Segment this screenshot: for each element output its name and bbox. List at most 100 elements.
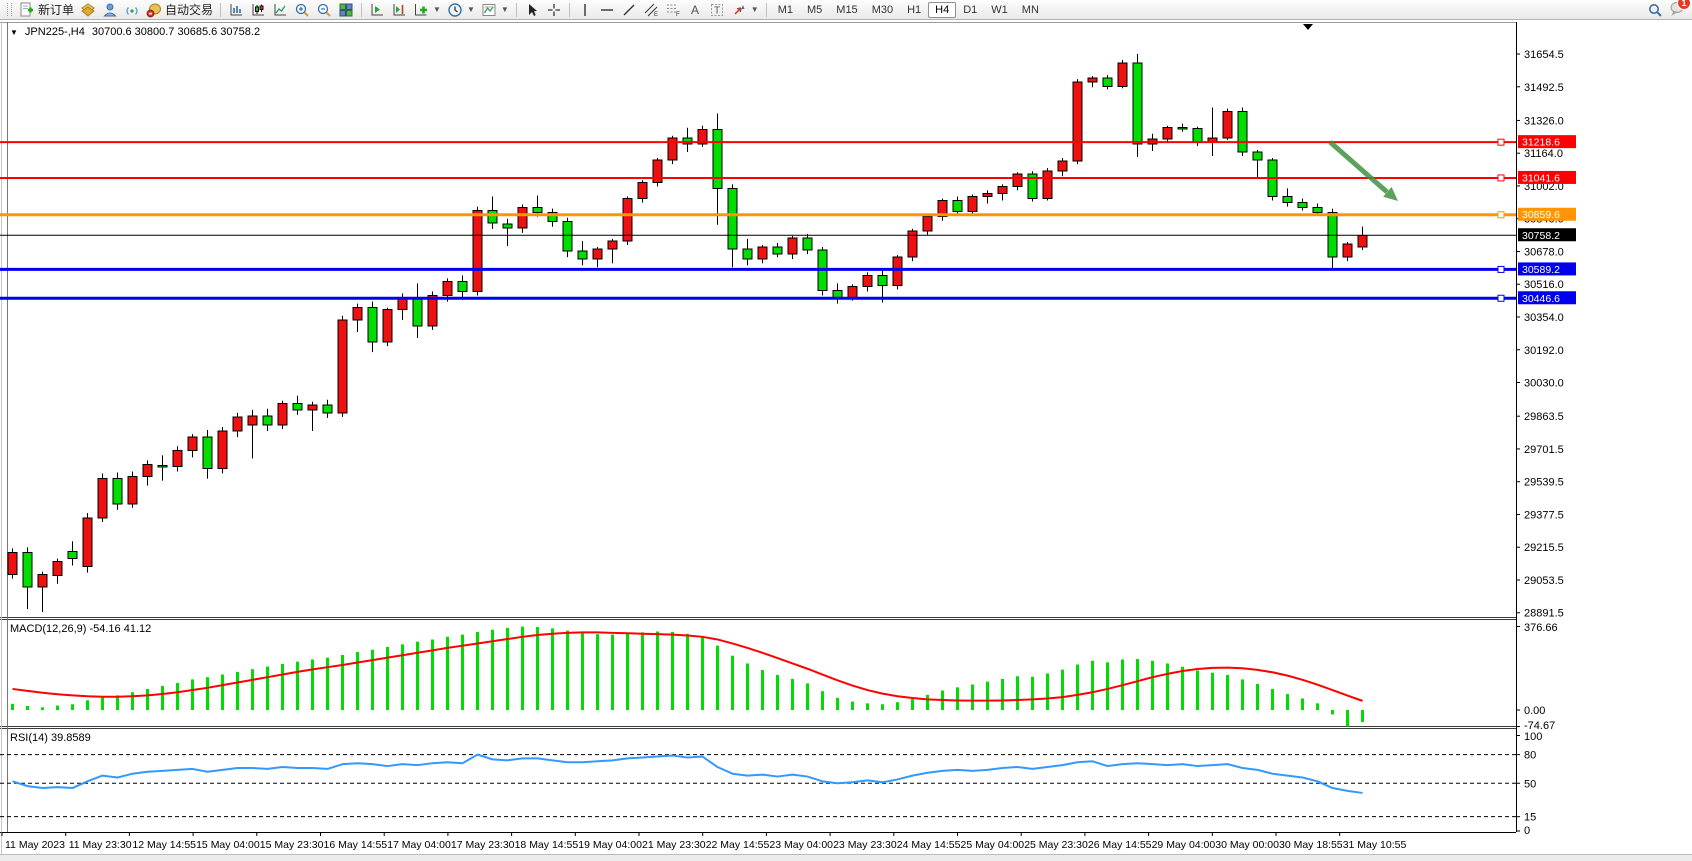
candle: [1132, 62, 1143, 145]
price-label: [1518, 170, 1576, 184]
timeframe-mn[interactable]: MN: [1021, 3, 1039, 16]
candle: [52, 560, 63, 577]
indicators-button[interactable]: ▼: [410, 1, 444, 19]
text-button[interactable]: A: [684, 1, 706, 19]
tile-windows-button[interactable]: [335, 1, 357, 19]
svg-text:23 May 04:00: 23 May 04:00: [769, 839, 833, 851]
candle: [592, 248, 603, 260]
chart-shift-button[interactable]: [388, 1, 410, 19]
candle: [112, 478, 123, 505]
svg-text:30589.2: 30589.2: [1522, 264, 1560, 276]
periods-icon: [447, 2, 463, 18]
timeframe-m15[interactable]: M15: [836, 3, 858, 16]
templates-button[interactable]: ▼: [478, 1, 512, 19]
candle: [577, 250, 588, 260]
text-label-button[interactable]: T: [706, 1, 728, 19]
svg-text:29215.5: 29215.5: [1524, 542, 1564, 554]
candle: [1012, 173, 1023, 187]
periods-button[interactable]: ▼: [444, 1, 478, 19]
notifications-button[interactable]: 1: [1669, 0, 1691, 19]
search-icon[interactable]: [1647, 2, 1663, 18]
candle: [202, 436, 213, 469]
candle: [1027, 173, 1038, 199]
candle: [1192, 128, 1203, 143]
timeframe-h4[interactable]: H4: [928, 1, 957, 18]
horizontal-line-button[interactable]: [596, 1, 618, 19]
svg-text:16 May 14:55: 16 May 14:55: [324, 839, 388, 851]
svg-text:31654.5: 31654.5: [1524, 49, 1564, 61]
fibonacci-button[interactable]: F: [662, 1, 684, 19]
new-order-button[interactable]: 新订单: [16, 0, 77, 19]
signals-button[interactable]: [121, 1, 143, 19]
line-handle[interactable]: [1497, 265, 1505, 273]
candle: [7, 551, 18, 576]
svg-text:11 May 23:30: 11 May 23:30: [69, 839, 132, 851]
line-handle[interactable]: [1497, 174, 1505, 182]
community-button[interactable]: [99, 1, 121, 19]
right-shift-marker[interactable]: [1303, 24, 1313, 30]
chevron-down-icon: ▼: [500, 5, 509, 14]
svg-text:376.66: 376.66: [1524, 622, 1558, 634]
line-chart-button[interactable]: [269, 1, 291, 19]
auto-scroll-button[interactable]: [366, 1, 388, 19]
timeframe-m1[interactable]: M1: [777, 3, 793, 16]
line-handle[interactable]: [1497, 294, 1505, 302]
candle: [637, 181, 648, 199]
candle: [922, 216, 933, 232]
svg-text:50: 50: [1524, 778, 1536, 790]
chevron-down-icon: ▼: [750, 5, 759, 14]
candle: [187, 436, 198, 451]
svg-text:31002.0: 31002.0: [1524, 181, 1564, 193]
candle: [442, 280, 453, 297]
timeframe-h1[interactable]: H1: [907, 3, 922, 16]
candle: [1312, 207, 1323, 214]
symbol-expander-icon[interactable]: ▼: [10, 27, 18, 37]
autotrade-button[interactable]: 自动交易: [143, 0, 216, 19]
cursor-button[interactable]: [521, 1, 543, 19]
chart-info-line: ▼ JPN225-,H4 30700.6 30800.7 30685.6 307…: [10, 26, 260, 38]
svg-text:30192.0: 30192.0: [1524, 345, 1564, 357]
timeframe-m30[interactable]: M30: [871, 3, 894, 16]
candle: [82, 517, 93, 568]
candle: [277, 403, 288, 426]
trendline-button[interactable]: [618, 1, 640, 19]
arrow-annotation[interactable]: [1328, 140, 1398, 201]
toolbar-separator: [515, 2, 517, 17]
candle: [787, 237, 798, 255]
candle: [37, 574, 48, 588]
arrows-button[interactable]: ▼: [728, 1, 762, 19]
timeframe-w1[interactable]: W1: [991, 3, 1008, 16]
candle: [1252, 151, 1263, 161]
svg-text:12 May 14:55: 12 May 14:55: [132, 839, 196, 851]
svg-text:100: 100: [1524, 731, 1542, 743]
candle: [802, 237, 813, 251]
zoom-out-button[interactable]: [313, 1, 335, 19]
timeframe-m5[interactable]: M5: [807, 3, 823, 16]
svg-text:31 May 10:55: 31 May 10:55: [1343, 839, 1407, 851]
vertical-line-button[interactable]: [574, 1, 596, 19]
main-toolbar: 新订单 自动交易: [0, 0, 1692, 20]
line-handle[interactable]: [1497, 138, 1505, 146]
candlestick-chart-button[interactable]: [247, 1, 269, 19]
candle: [232, 416, 243, 432]
zoom-in-button[interactable]: [291, 1, 313, 19]
svg-text:11 May 2023: 11 May 2023: [5, 839, 65, 851]
svg-text:F: F: [676, 12, 680, 18]
toolbar-drag-handle[interactable]: [7, 3, 12, 16]
macd-label: MACD(12,26,9) -54.16 41.12: [10, 623, 151, 635]
svg-text:25 May 04:00: 25 May 04:00: [961, 839, 1025, 851]
chart-canvas[interactable]: 31654.531492.531326.031164.031002.030840…: [0, 20, 1692, 861]
timeframe-d1[interactable]: D1: [963, 3, 978, 16]
candle: [337, 319, 348, 414]
candle: [622, 197, 633, 242]
equidistant-channel-button[interactable]: E: [640, 1, 662, 19]
market-depth-button[interactable]: [77, 1, 99, 19]
crosshair-button[interactable]: [543, 1, 565, 19]
bar-chart-button[interactable]: [225, 1, 247, 19]
autotrade-icon: [146, 2, 162, 18]
candle: [1057, 160, 1068, 172]
candle: [1102, 77, 1113, 87]
svg-text:A: A: [691, 3, 699, 17]
candle: [757, 246, 768, 260]
line-handle[interactable]: [1497, 211, 1505, 219]
